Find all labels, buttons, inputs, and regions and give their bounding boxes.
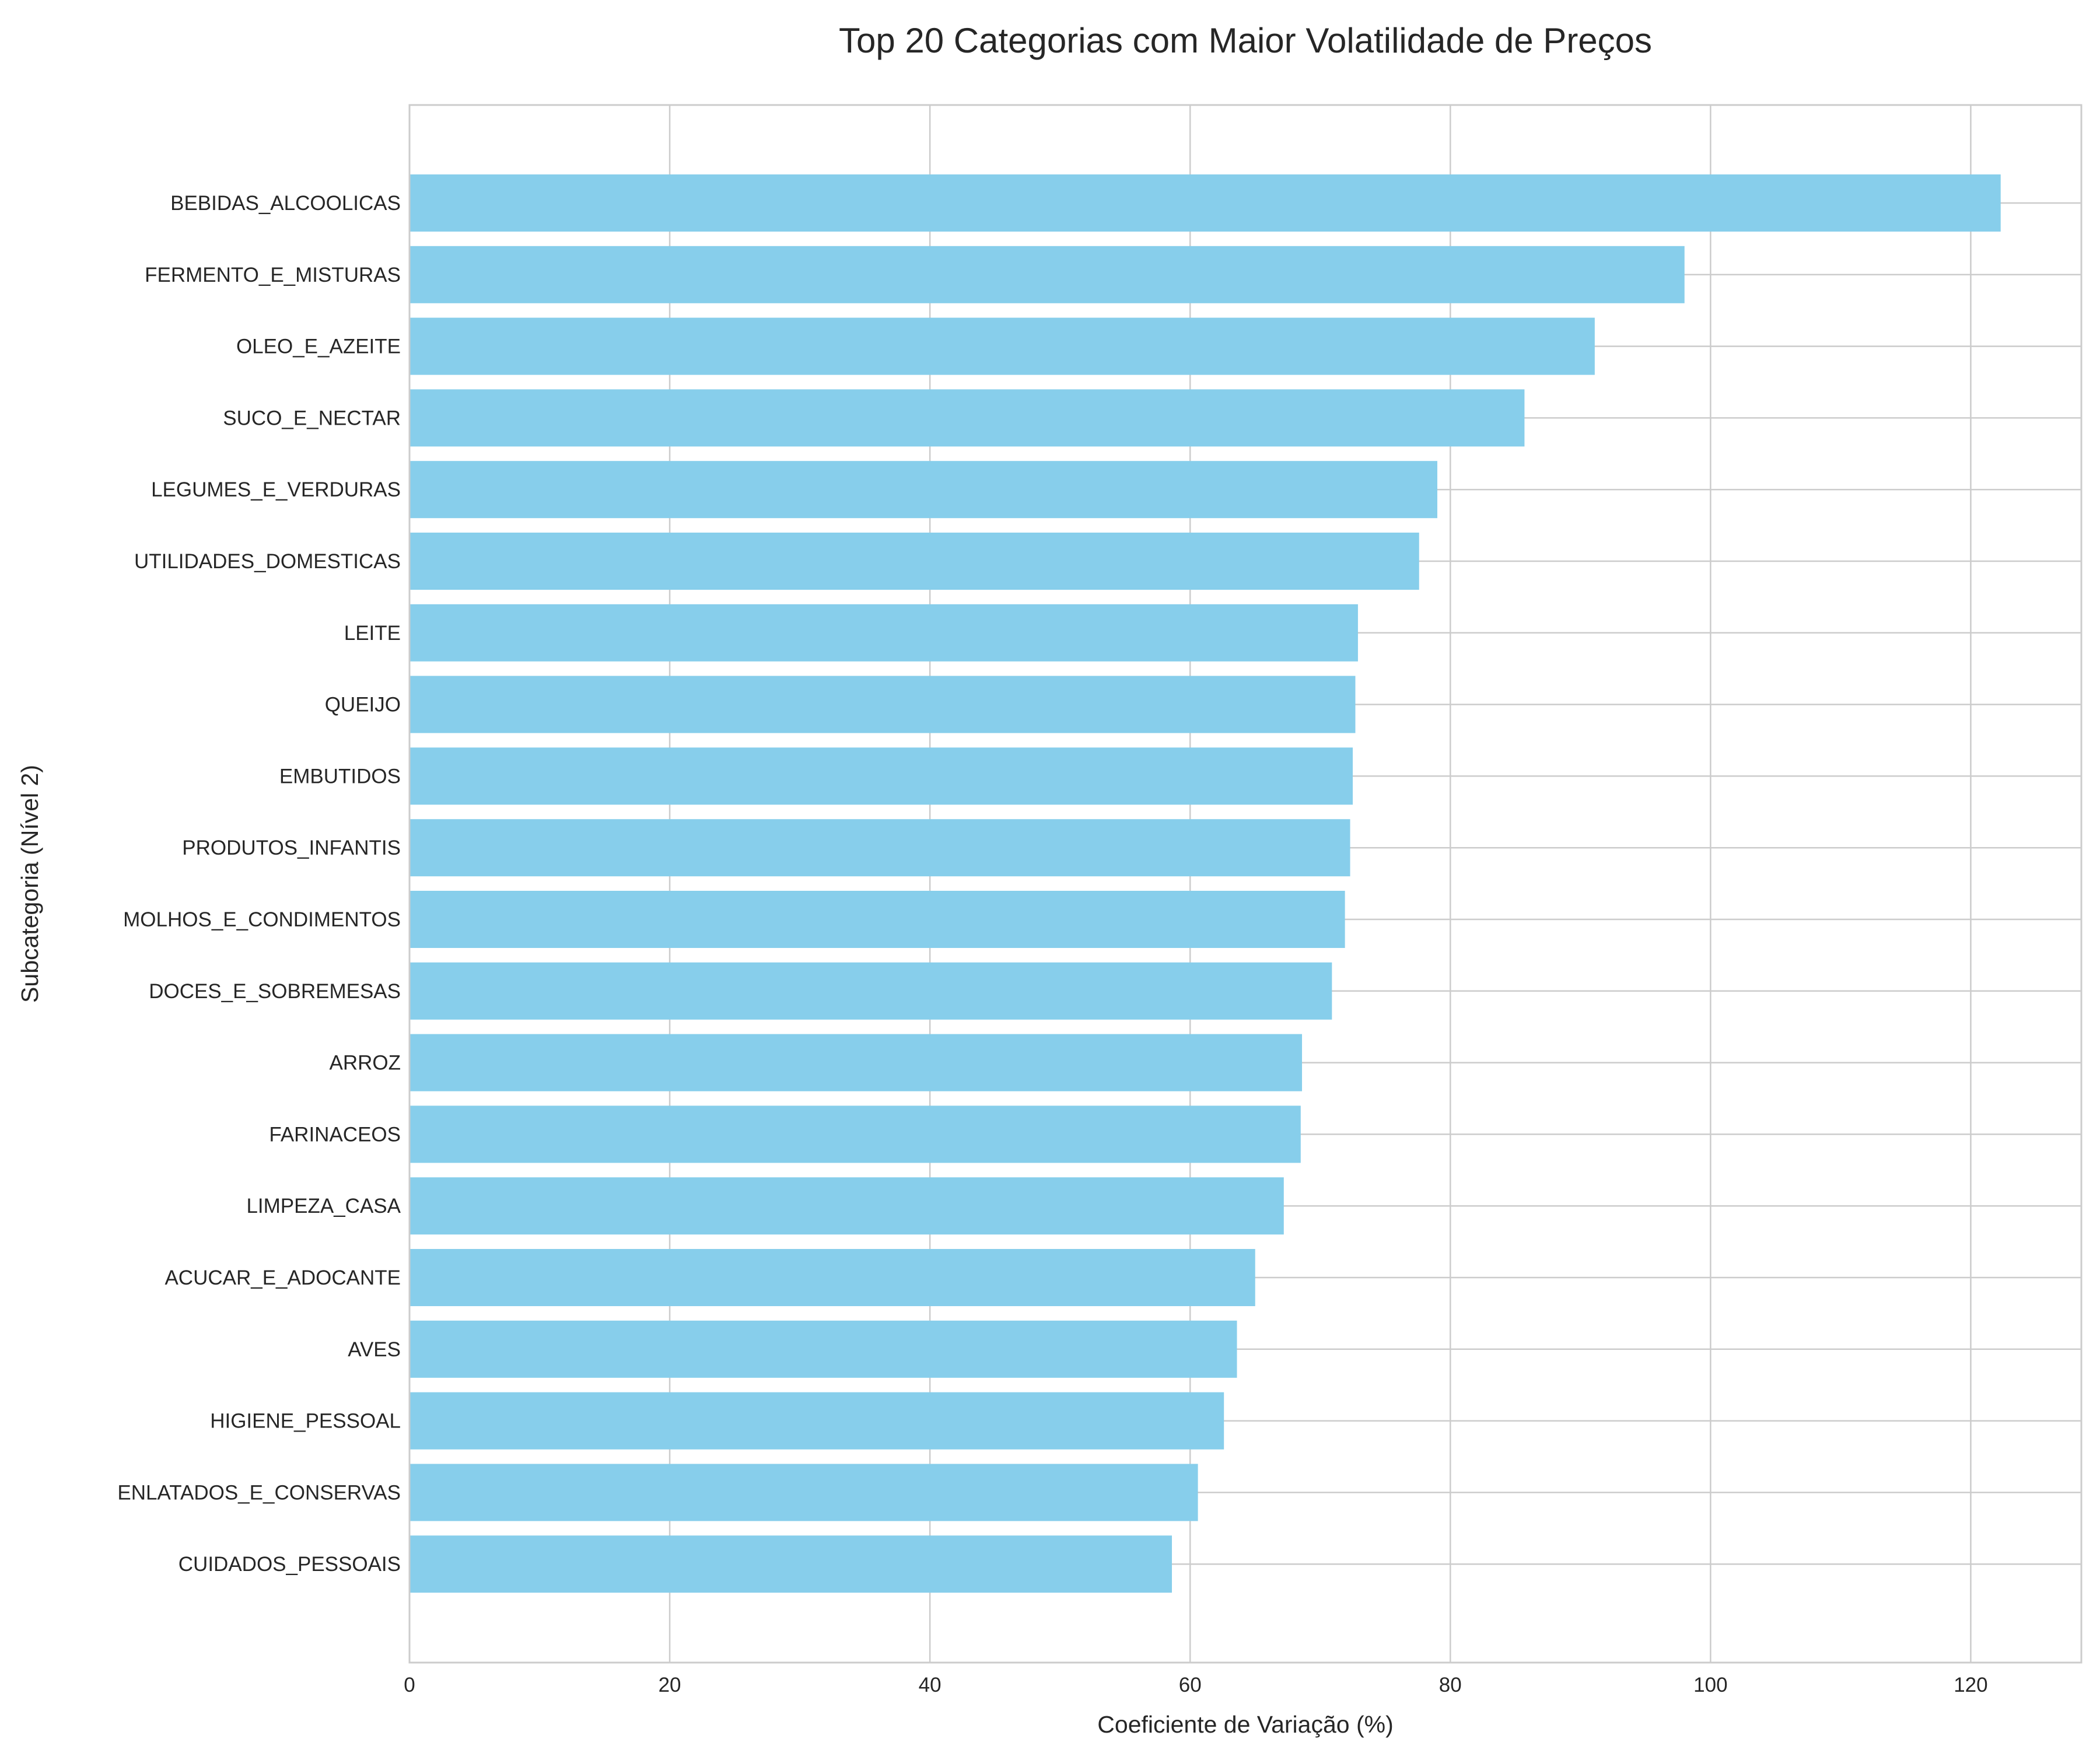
bar-fermento-e-misturas — [410, 246, 1685, 303]
y-tick-label: MOLHOS_E_CONDIMENTOS — [123, 908, 401, 931]
bar-molhos-e-condimentos — [410, 891, 1345, 948]
y-tick-label: UTILIDADES_DOMESTICAS — [134, 550, 401, 573]
y-tick-label: ARROZ — [330, 1052, 401, 1075]
y-tick-label: BEBIDAS_ALCOOLICAS — [170, 192, 401, 215]
x-tick-label: 80 — [1439, 1674, 1462, 1696]
x-tick-label: 60 — [1179, 1674, 1202, 1696]
bar-oleo-e-azeite — [410, 317, 1595, 375]
y-tick-label: FERMENTO_E_MISTURAS — [145, 264, 401, 286]
y-tick-label: FARINACEOS — [269, 1123, 401, 1146]
y-tick-label: DOCES_E_SOBREMESAS — [149, 980, 401, 1003]
y-tick-labels: BEBIDAS_ALCOOLICAS FERMENTO_E_MISTURAS OLE… — [117, 192, 401, 1576]
chart-title: Top 20 Categorias com Maior Volatilidade… — [839, 21, 1652, 60]
bar-limpeza-casa — [410, 1177, 1284, 1235]
x-tick-label: 100 — [1693, 1674, 1727, 1696]
bar-legumes-e-verduras — [410, 461, 1437, 519]
bar-produtos-infantis — [410, 819, 1350, 877]
y-tick-label: ACUCAR_E_ADOCANTE — [164, 1266, 401, 1289]
bar-higiene-pessoal — [410, 1392, 1224, 1450]
bar-acucar-e-adocante — [410, 1249, 1255, 1306]
y-tick-label: LEITE — [344, 622, 401, 645]
y-tick-label: HIGIENE_PESSOAL — [210, 1410, 401, 1433]
bar-doces-e-sobremesas — [410, 962, 1332, 1020]
bar-leite — [410, 604, 1358, 662]
y-tick-label: PRODUTOS_INFANTIS — [182, 837, 401, 859]
bar-arroz — [410, 1034, 1303, 1091]
plot-frame — [408, 104, 2082, 1664]
bar-utilidades-domesticas — [410, 533, 1419, 590]
y-tick-label: EMBUTIDOS — [279, 765, 401, 788]
y-tick-label: CUIDADOS_PESSOAIS — [178, 1553, 401, 1576]
bar-farinaceos — [410, 1105, 1301, 1163]
y-axis-label: Subcategoria (Nível 2) — [16, 765, 43, 1003]
x-tick-label: 0 — [404, 1674, 415, 1696]
bar-enlatados-e-conservas — [410, 1464, 1198, 1521]
y-tick-label: OLEO_E_AZEITE — [236, 335, 401, 358]
x-axis-label: Coeficiente de Variação (%) — [1097, 1711, 1393, 1738]
y-tick-label: AVES — [348, 1338, 401, 1361]
y-tick-label: ENLATADOS_E_CONSERVAS — [117, 1481, 401, 1504]
bar-embutidos — [410, 747, 1353, 805]
x-tick-label: 20 — [659, 1674, 681, 1696]
x-tick-label: 40 — [919, 1674, 942, 1696]
x-tick-label: 120 — [1954, 1674, 1987, 1696]
bar-aves — [410, 1320, 1237, 1378]
y-tick-label: LEGUMES_E_VERDURAS — [151, 478, 401, 501]
bar-cuidados-pessoais — [410, 1535, 1172, 1593]
x-tick-labels: 0 20 40 60 80 100 120 — [404, 1674, 1987, 1696]
bar-bebidas-alcoolicas — [410, 174, 2001, 232]
y-tick-label: SUCO_E_NECTAR — [223, 407, 401, 429]
y-tick-label: LIMPEZA_CASA — [246, 1195, 401, 1217]
bar-suco-e-nectar — [410, 389, 1525, 447]
bars — [410, 174, 2001, 1593]
y-tick-label: QUEIJO — [325, 694, 401, 716]
bar-queijo — [410, 676, 1356, 733]
